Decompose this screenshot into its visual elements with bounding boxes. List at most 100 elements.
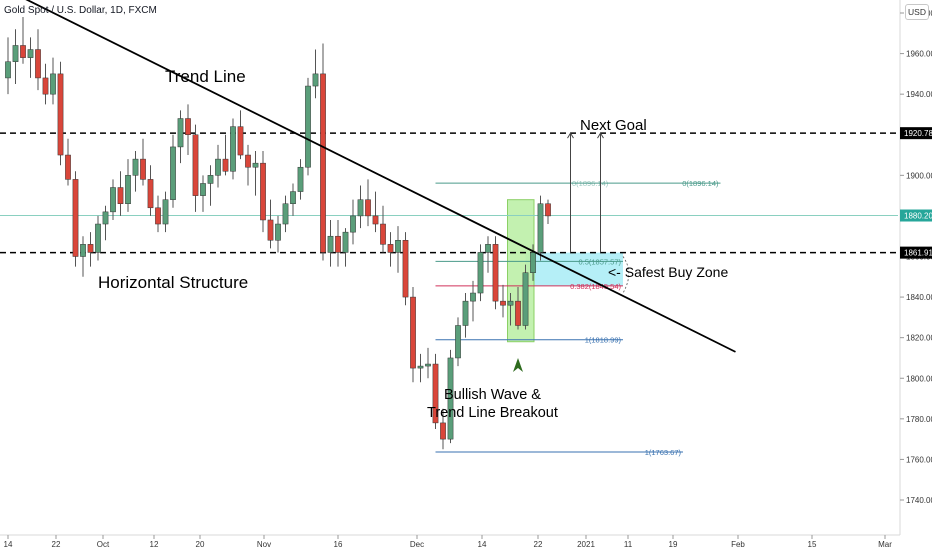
time-axis[interactable]: 14 22 Oct 12 20 Nov 16 Dec 14 22 2021 11 19 Feb 15 Mar: [0, 534, 900, 549]
bullish-candle: [327, 235, 334, 253]
bullish-candle: [207, 175, 214, 184]
bullish-candle: [282, 203, 289, 225]
horizontal-levels: [0, 132, 898, 254]
x-tick-label: Nov: [257, 540, 271, 549]
bullish-candle: [200, 183, 206, 196]
y-tick-label: 1840.00: [906, 293, 932, 302]
bullish-candle: [27, 49, 34, 58]
y-tick-label: 1780.00: [906, 415, 932, 424]
bullish-candle: [170, 146, 176, 200]
bearish-candle: [222, 158, 229, 172]
bullish-candle: [252, 162, 259, 168]
bullish-candle: [507, 300, 514, 306]
bearish-candle: [432, 363, 439, 424]
bearish-candle: [500, 300, 506, 306]
x-tick-label: 14: [4, 540, 13, 549]
bearish-candle: [185, 118, 191, 136]
x-tick-label: 14: [478, 540, 487, 549]
bullish-candle: [425, 363, 431, 367]
zones: [507, 199, 623, 343]
bearish-candle: [20, 45, 26, 58]
bearish-candle: [267, 219, 274, 241]
bullish-candle: [462, 300, 469, 326]
level-price-badge: [900, 127, 932, 140]
trend-line-layer: [25, 0, 736, 353]
bullish-candle: [95, 223, 101, 253]
bearish-candle: [65, 154, 71, 180]
bearish-candle: [515, 300, 521, 326]
bullish-candle: [470, 292, 476, 302]
last-price-label: 1880.20: [904, 212, 932, 221]
bullish-candle: [12, 45, 19, 62]
bullish-candle: [110, 187, 116, 213]
currency-badge[interactable]: USD: [905, 4, 929, 20]
chart-title: Gold Spot / U.S. Dollar, 1D, FXCM: [4, 5, 157, 16]
y-tick-label: 1960.00: [906, 50, 932, 59]
bullish-candle: [305, 85, 311, 168]
candles: [5, 17, 551, 450]
bullish-candle: [230, 126, 236, 172]
fib-level-label: 1(1763.67): [645, 448, 682, 457]
level-price-badge: [900, 246, 932, 259]
price-axis[interactable]: 1740.00 1760.00 1780.00 1800.00 1820.00 1840.…: [899, 0, 932, 535]
bullish-arrow-icon: [513, 358, 523, 372]
level-price-label: 1861.91: [904, 249, 932, 258]
last-price-badge: [900, 209, 932, 222]
bullish-candle: [395, 240, 401, 253]
bearish-candle: [402, 240, 409, 298]
target-arrow-head: [567, 132, 574, 139]
bullish-candle: [312, 73, 319, 87]
x-tick-label: 15: [808, 540, 817, 549]
trend-line-label: Trend Line: [165, 67, 246, 86]
bullish-candle: [50, 73, 56, 95]
x-tick-label: 22: [52, 540, 61, 549]
bearish-candle: [440, 422, 446, 440]
bearish-candle: [335, 235, 341, 253]
horizontal-structure-label: Horizontal Structure: [98, 273, 248, 292]
y-tick-label: 1760.00: [906, 455, 932, 464]
level-price-label: 1920.78: [904, 129, 932, 138]
bearish-candle: [57, 73, 64, 156]
x-tick-label: 20: [196, 540, 205, 549]
breakout-label-line2: Trend Line Breakout: [427, 405, 558, 421]
fib-level-label: 0.5(1857.57): [578, 257, 621, 266]
bullish-candle: [417, 365, 424, 369]
bullish-candle: [357, 199, 364, 217]
bullish-candle: [5, 61, 11, 79]
bearish-candle: [237, 126, 244, 156]
bearish-candle: [140, 158, 146, 180]
fibonacci-retracement: 0(1896.14) 0.5(1857.57) 0.382(1845.54) 1(18…: [435, 179, 721, 457]
bullish-candle: [350, 215, 356, 233]
bullish-candle: [102, 211, 109, 225]
y-tick-label: 1740.00: [906, 496, 932, 505]
y-tick-label: 1900.00: [906, 171, 932, 180]
bearish-candle: [492, 244, 499, 302]
bullish-candle: [447, 357, 454, 440]
fib-level-label: 0(1896.14): [682, 179, 719, 188]
bearish-candle: [42, 77, 49, 95]
bullish-candle: [275, 223, 281, 241]
trend-line: [25, 0, 736, 353]
bullish-candle: [290, 191, 296, 204]
safest-buy-zone: [525, 252, 623, 286]
bullish-candle: [485, 244, 491, 253]
bullish-candle: [477, 252, 484, 294]
annotations: Trend Line Horizontal Structure Next Goal <…: [98, 67, 728, 421]
bearish-candle: [320, 73, 326, 253]
bearish-candle: [545, 203, 551, 217]
bullish-candle: [125, 175, 131, 204]
bearish-candle: [260, 162, 266, 221]
bearish-candle: [245, 154, 251, 168]
x-tick-label: 12: [150, 540, 159, 549]
bullish-candle: [522, 272, 529, 326]
bearish-candle: [117, 187, 124, 204]
safest-buy-zone-label: <- Safest Buy Zone: [608, 264, 728, 280]
bearish-candle: [380, 223, 386, 245]
x-tick-label: Mar: [878, 540, 892, 549]
bullish-candle: [80, 244, 86, 257]
x-tick-label: 22: [534, 540, 543, 549]
fib-ghost-label: 0(1896.14): [572, 179, 609, 188]
bullish-candle: [537, 203, 544, 253]
